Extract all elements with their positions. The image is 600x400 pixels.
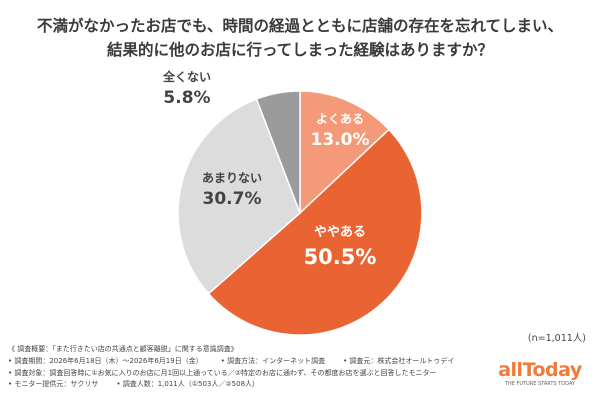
notes-period: • 調査期間：2026年6月18日（木）～2026年6月19日（金） [8, 356, 203, 365]
slice-label-2: ややある [314, 225, 366, 240]
notes-count: • 調査人数：1,011人（①503人／②508人） [116, 380, 260, 389]
notes-row-3: • モニター提供元：サクリサ • 調査人数：1,011人（①503人／②508人） [8, 379, 478, 391]
pie-slice-1 [299, 90, 390, 215]
notes-target: • 調査対象：調査回答時に①お気に入りのお店に月1回以上通っている／②特定のお店… [8, 368, 437, 377]
title-line-2: 結果的に他のお店に行ってしまった経験はありますか？ [106, 41, 494, 59]
notes-row-1: • 調査期間：2026年6月18日（木）～2026年6月19日（金） • 調査方法… [8, 356, 478, 368]
slice-label-4: 全くない [162, 69, 211, 84]
svg-text:THE FUTURE STARTS TODAY: THE FUTURE STARTS TODAY [504, 381, 576, 387]
slice-label-1: よくある [316, 112, 364, 126]
slice-value-1: 13.0% [311, 130, 370, 150]
sample-size: (n=1,011人) [527, 333, 586, 344]
notes-header: 《 調査概要：「また行きたい店の共通点と顧客離脱」に関する意識調査》 [8, 345, 238, 353]
notes-method: • 調査方法：インターネット調査 [220, 356, 326, 365]
pie-slice-4 [255, 90, 301, 214]
title-line-1: 不満がなかったお店でも、時間の経過とともに店舗の存在を忘れてしまい、 [36, 17, 564, 35]
survey-notes: 《 調査概要：「また行きたい店の共通点と顧客離脱」に関する意識調査》 • 調査期… [8, 344, 478, 391]
alltoday-logo: allToday THE FUTURE STARTS TODAY [498, 359, 583, 387]
chart-title: 不満がなかったお店でも、時間の経過とともに店舗の存在を忘れてしまい、 結果的に他… [0, 14, 600, 62]
slice-value-3: 30.7% [203, 189, 262, 209]
pie-slice-3 [177, 98, 301, 295]
slice-value-2: 50.5% [304, 245, 377, 269]
notes-provider: • モニター提供元：サクリサ [8, 380, 99, 389]
notes-org: • 調査元：株式会社オールトゥデイ [343, 356, 455, 365]
slice-label-3: あまりない [202, 171, 262, 185]
svg-text:allToday: allToday [498, 359, 583, 381]
slice-value-4: 5.8% [163, 88, 210, 108]
pie-slice-2 [207, 128, 423, 336]
